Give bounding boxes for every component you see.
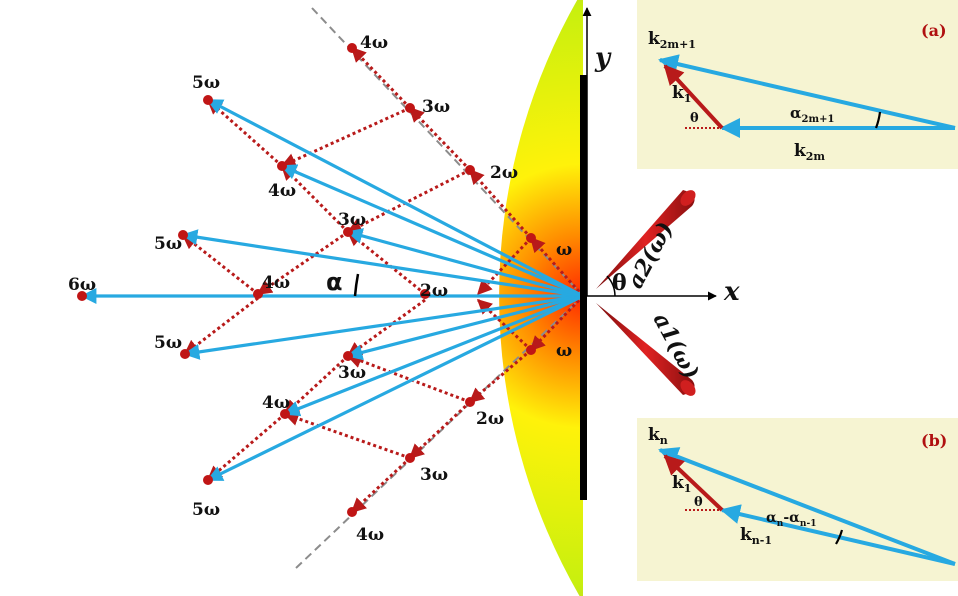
label-down-5: 5ω <box>192 500 220 520</box>
label-center-4: 4ω <box>262 273 290 293</box>
label-bot-3: 3ω <box>420 465 448 485</box>
label-center-2: 2ω <box>420 281 448 301</box>
blue-wavevector-arrows <box>80 98 584 482</box>
label-down-4: 4ω <box>262 393 290 413</box>
beam-a1-end <box>680 380 696 396</box>
beam-a2 <box>596 190 695 289</box>
label-omega-bottom: ω <box>556 341 572 361</box>
beam-a1 <box>596 303 695 395</box>
label-bot-4: 4ω <box>356 525 384 545</box>
label-top-4: 4ω <box>360 33 388 53</box>
harmonic-dots <box>77 43 536 517</box>
label-top-2: 2ω <box>490 163 518 183</box>
beam-a2-end <box>680 190 696 206</box>
label-down-3: 3ω <box>338 363 366 383</box>
theta-label: θ <box>612 270 627 296</box>
inset-b: (b) kn k1 θ αn-αn-1 kn-1 <box>637 418 958 581</box>
theta-arc <box>606 275 616 297</box>
label-bot-2: 2ω <box>476 409 504 429</box>
label-center-6: 6ω <box>68 275 96 295</box>
inset-a-background <box>637 0 958 169</box>
inset-a-tag: (a) <box>921 21 947 40</box>
inset-a-k-top-sub: 2m+1 <box>660 38 696 51</box>
target-surface <box>580 75 587 500</box>
inset-a: (a) k2m+1 k1 θ α2m+1 k2m <box>637 0 958 169</box>
label-mid-5-up: 5ω <box>154 234 182 254</box>
x-axis-label: x <box>723 277 740 307</box>
label-mid-5-down: 5ω <box>154 333 182 353</box>
y-axis-label: y <box>594 43 612 73</box>
label-up-5: 5ω <box>192 73 220 93</box>
label-up-3: 3ω <box>338 210 366 230</box>
inset-b-background <box>637 418 958 581</box>
beam-a1-label: a1(ω) <box>648 309 704 384</box>
label-up-4: 4ω <box>268 181 296 201</box>
alpha-arc <box>353 273 360 297</box>
inset-a-theta: θ <box>690 111 699 126</box>
intensity-background <box>499 0 583 596</box>
inset-b-theta: θ <box>694 495 703 510</box>
label-top-3: 3ω <box>422 97 450 117</box>
inset-b-tag: (b) <box>921 431 947 450</box>
alpha-label: α <box>326 268 343 296</box>
label-omega-top: ω <box>556 240 572 260</box>
